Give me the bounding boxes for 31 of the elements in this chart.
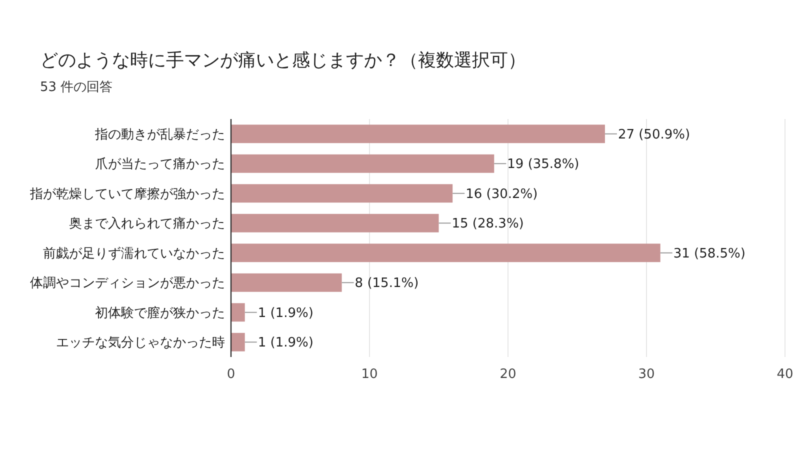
- bar: [231, 214, 439, 232]
- data-label: 8 (15.1%): [354, 276, 419, 292]
- y-tick-label: 初体験で膣が狭かった: [95, 306, 225, 321]
- x-tick-label: 10: [361, 367, 378, 382]
- data-label: 27 (50.9%): [618, 127, 690, 142]
- y-tick-label: 爪が当たって痛かった: [95, 157, 225, 172]
- x-tick-label: 40: [776, 367, 794, 382]
- data-label: 1 (1.9%): [258, 306, 314, 321]
- bar: [231, 244, 660, 262]
- y-tick-label: 前戯が足りず濡れていなかった: [43, 246, 225, 262]
- bar: [231, 332, 245, 352]
- y-tick-label: 奥まで入れられて痛かった: [69, 216, 225, 232]
- x-tick-label: 20: [500, 367, 516, 382]
- data-label: 16 (30.2%): [466, 186, 538, 202]
- bar: [231, 303, 245, 322]
- y-tick-label: エッチな気分じゃなかった時: [56, 336, 225, 351]
- y-tick-label: 指の動きが乱暴だった: [94, 127, 225, 142]
- y-tick-label: 指が乾燥していて摩擦が強かった: [29, 186, 225, 202]
- x-tick-label: 0: [226, 367, 236, 382]
- bar: [231, 184, 453, 203]
- data-label: 1 (1.9%): [258, 336, 314, 351]
- x-tick-label: 30: [638, 367, 655, 382]
- data-label: 15 (28.3%): [452, 216, 524, 232]
- bar: [231, 273, 342, 292]
- data-label: 31 (58.5%): [673, 246, 746, 262]
- text: 53 件の回答: [40, 80, 113, 95]
- bar: [231, 124, 605, 144]
- chart-title: どのような時に手マンが痛いと感じますか？（複数選択可）: [40, 50, 526, 71]
- bar: [231, 154, 494, 173]
- data-label: 19 (35.8%): [507, 157, 580, 172]
- y-tick-label: 体調やコンディションが悪かった: [30, 276, 225, 292]
